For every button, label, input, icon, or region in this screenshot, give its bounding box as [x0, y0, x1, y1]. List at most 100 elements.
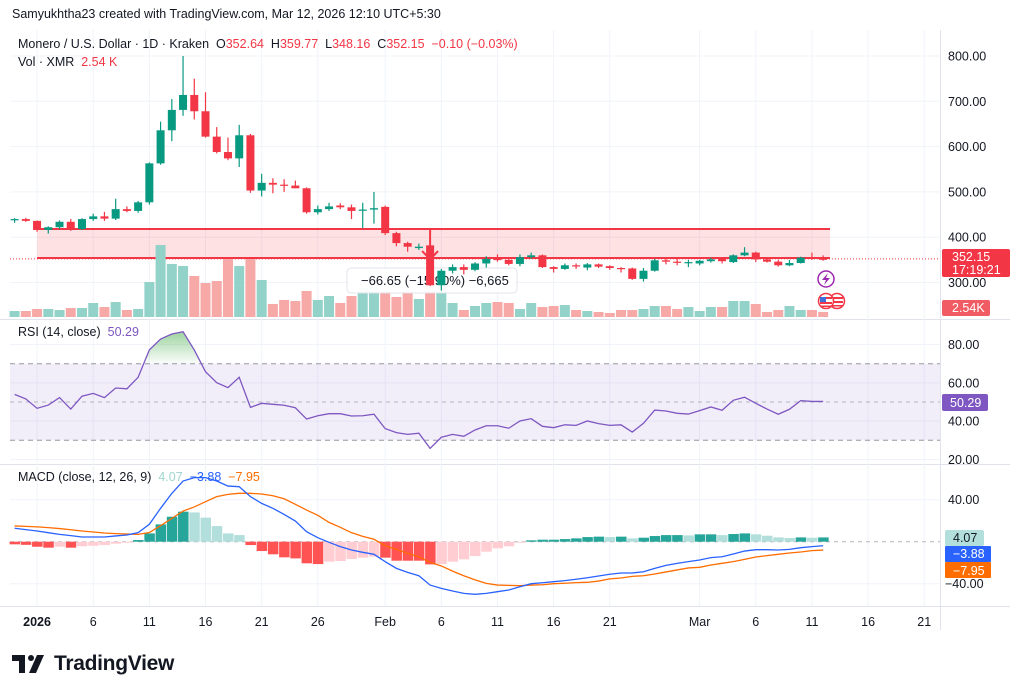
volume-badge-value: 2.54K	[952, 301, 985, 315]
macd-histogram-bar	[166, 516, 178, 542]
macd-histogram-bar	[335, 541, 346, 562]
measure-tool[interactable]: −66.65 (−15.90%) −6,665	[346, 228, 518, 294]
candle-body	[695, 260, 704, 264]
macd-histogram-bar	[65, 541, 77, 548]
macd-histogram-bar	[133, 540, 144, 542]
candle-body	[482, 258, 491, 264]
volume-label: Vol · XMR	[18, 55, 75, 69]
us-flag-icon[interactable]	[817, 292, 846, 310]
candle-body	[381, 206, 390, 234]
macd-histogram-bar	[784, 538, 795, 542]
macd-histogram-bar	[728, 534, 739, 542]
macd-histogram-bar	[144, 533, 155, 542]
time-tick-label: 21	[917, 615, 931, 629]
macd-histogram-bar	[616, 536, 627, 542]
macd-histogram-bar	[110, 541, 122, 544]
macd-histogram-bar	[267, 541, 279, 555]
candle-body	[751, 252, 760, 260]
volume-bar	[705, 307, 716, 317]
candle-body	[807, 257, 816, 259]
volume-bar	[492, 302, 503, 317]
price-badge	[942, 249, 1010, 277]
volume-bar	[200, 283, 211, 317]
volume-bar	[245, 259, 256, 317]
time-tick-label: Feb	[374, 615, 396, 629]
open-label: O	[216, 37, 226, 51]
macd-histogram-bar	[88, 541, 99, 546]
volume-bar	[256, 280, 267, 317]
macd-pane[interactable]	[9, 476, 940, 595]
rsi-pane[interactable]	[10, 330, 940, 450]
tradingview-logo[interactable]: TradingView	[12, 652, 174, 676]
volume-bar	[672, 309, 683, 317]
candle-body	[246, 135, 255, 191]
price-tick-label: 800.00	[948, 50, 986, 64]
rsi-legend-label: RSI (14, close)	[18, 325, 101, 339]
volume-bar	[638, 309, 649, 317]
candle-body	[44, 227, 53, 230]
macd-histogram-bar	[660, 535, 672, 542]
macd-histogram-bar	[324, 541, 335, 562]
volume-bar	[88, 303, 99, 317]
rsi-legend-value: 50.29	[107, 325, 139, 339]
rsi-badge-value: 50.29	[950, 396, 981, 410]
candle-body	[650, 260, 659, 271]
macd-histogram-bar	[526, 540, 537, 542]
macd-line-badge-value: −3.88	[953, 547, 985, 561]
macd-histogram-bar	[481, 541, 492, 552]
macd-histogram-bar	[413, 541, 425, 561]
time-tick-label: 16	[861, 615, 875, 629]
macd-histogram-bar	[402, 541, 414, 561]
candle-body	[819, 258, 828, 260]
candle-body	[583, 264, 592, 268]
candle-body	[190, 94, 199, 112]
candle-body	[504, 259, 513, 264]
candle-body	[538, 255, 547, 268]
volume-bar	[458, 310, 469, 317]
candle-body	[448, 267, 457, 271]
volume-bar	[806, 310, 817, 317]
macd-histogram-bar	[649, 536, 661, 542]
volume-bar	[503, 303, 514, 317]
candle-body	[729, 255, 738, 263]
ohlc-row: Monero / U.S. Dollar · 1D · Kraken O352.…	[18, 35, 518, 53]
time-tick-label: 16	[547, 615, 561, 629]
volume-bar	[99, 307, 110, 317]
candle-body	[358, 209, 367, 211]
volume-bar	[324, 296, 335, 317]
event-icons[interactable]	[817, 270, 846, 310]
volume-bar	[795, 310, 806, 317]
volume-bar	[9, 311, 20, 317]
macd-hist-badge-value: 4.07	[953, 531, 977, 545]
candle-body	[459, 267, 468, 270]
candle-body	[122, 209, 131, 211]
volume-bar	[537, 307, 548, 317]
time-tick-label: 11	[143, 615, 156, 629]
volume-bar	[750, 304, 761, 317]
rsi-tick-label: 40.00	[948, 415, 979, 429]
macd-signal-line	[14, 492, 824, 587]
macd-histogram-bar	[425, 541, 436, 565]
candle-body	[145, 163, 154, 203]
macd-histogram-bar	[99, 541, 110, 546]
macd-legend-label: MACD (close, 12, 26, 9)	[18, 470, 152, 484]
macd-legend[interactable]: MACD (close, 12, 26, 9) 4.07 −3.88 −7.95	[18, 470, 260, 484]
volume-bar	[380, 291, 391, 317]
lightning-icon[interactable]	[817, 270, 835, 288]
macd-hist-badge	[945, 530, 984, 546]
time-tick-label: 11	[805, 615, 818, 629]
volume-bar	[391, 297, 402, 317]
rsi-legend[interactable]: RSI (14, close) 50.29	[18, 325, 139, 339]
price-tick-label: 500.00	[948, 185, 986, 199]
resistance-zone[interactable]	[10, 228, 940, 260]
symbol-legend[interactable]: Monero / U.S. Dollar · 1D · Kraken O352.…	[18, 35, 518, 71]
macd-signal-badge	[945, 562, 991, 578]
volume-bar	[571, 310, 582, 317]
macd-histogram-bar	[559, 539, 571, 542]
volume-bar	[121, 310, 132, 317]
candle-body	[268, 182, 277, 185]
volume-row: Vol · XMR 2.54 K	[18, 53, 518, 71]
volume-bar	[627, 310, 638, 317]
volume-bar	[694, 311, 705, 317]
